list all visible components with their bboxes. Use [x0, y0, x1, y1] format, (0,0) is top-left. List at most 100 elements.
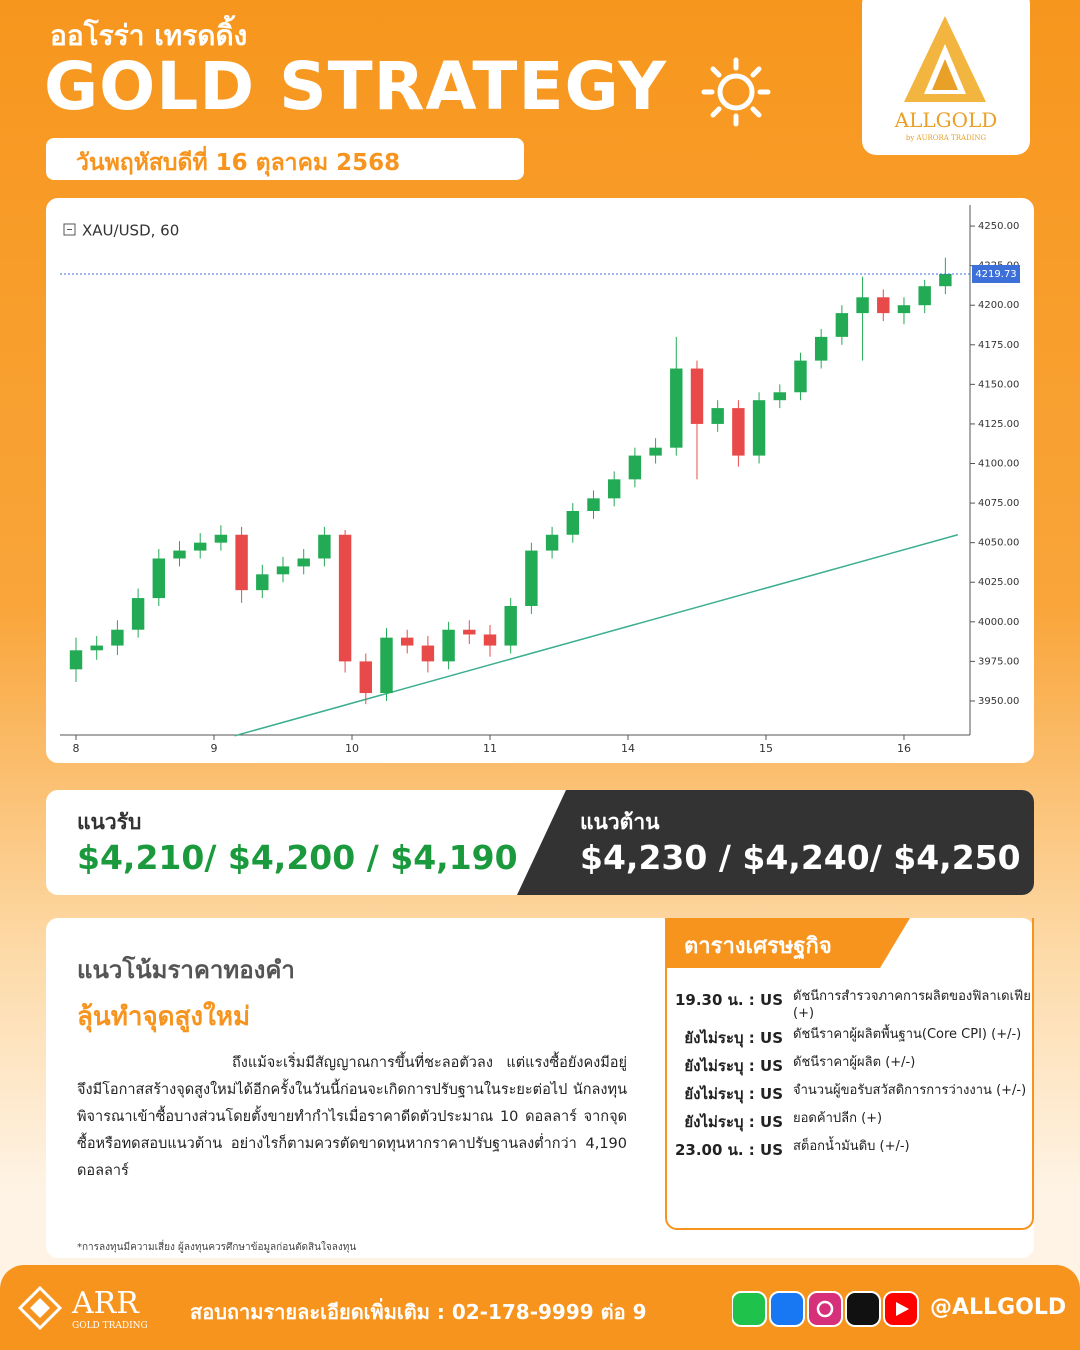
candle-body [69, 650, 83, 670]
candle-body [235, 534, 248, 591]
candle-body [587, 498, 600, 512]
event-text: ดัชนีการสำรวจภาคการผลิตของฟิลาเดเฟีย (+) [793, 989, 1031, 1021]
candle-body [545, 534, 559, 551]
event-time: ยังไม่ระบุ : US [684, 1113, 783, 1131]
y-tick-label: 4250.00 [978, 221, 1019, 232]
outlook-subheading: ลุ้นทำจุดสูงใหม่ [77, 1002, 251, 1032]
x-tick-label: 10 [345, 742, 359, 755]
candle-body [318, 534, 331, 559]
footer-contact: สอบถามรายละเอียดเพิ่มเติม : 02-178-9999 … [190, 1300, 647, 1324]
candle-body [566, 511, 579, 535]
candle-body [152, 558, 166, 599]
support-label: แนวรับ [77, 810, 142, 834]
y-tick-label: 4175.00 [978, 340, 1019, 351]
candle-body [856, 297, 869, 314]
x-tick-label: 9 [211, 742, 218, 755]
event-text: ดัชนีราคาผู้ผลิตพื้นฐาน(Core CPI) (+/-) [793, 1027, 1022, 1042]
x-tick-label: 8 [73, 742, 80, 755]
calendar-event: 19.30 น. : US ดัชนีการสำรวจภาคการผลิตของฟ… [665, 988, 1035, 1022]
calendar-event: ยังไม่ระบุ : US ดัชนีราคาผู้ผลิตพื้นฐาน(C… [665, 1026, 1035, 1050]
date-pill [46, 138, 524, 180]
x-tick-label: 11 [483, 742, 497, 755]
resistance-label: แนวต้าน [580, 810, 660, 834]
candle-body [690, 368, 704, 424]
logo-mark [904, 16, 986, 102]
y-tick-label: 4100.00 [978, 459, 1019, 470]
last-price-label: 4219.73 [975, 269, 1016, 280]
candle-body [814, 336, 828, 361]
candle-body [380, 637, 393, 694]
outlook-body: ถึงแม้จะเริ่มมีสัญญาณการขึ้นที่ชะลอตัวลง… [77, 1055, 627, 1179]
social-icons [732, 1291, 919, 1327]
candle-body [732, 408, 745, 456]
date: วันพฤหัสบดีที่ 16 ตุลาคม 2568 [76, 150, 401, 176]
y-tick-label: 4025.00 [978, 577, 1019, 588]
calendar-event: ยังไม่ระบุ : US ยอดค้าปลีก (+) [665, 1110, 1035, 1134]
candle-body [131, 598, 145, 630]
candle-body [463, 629, 476, 635]
candle-body [835, 313, 849, 337]
last-price-box [972, 264, 1020, 283]
calendar-box [665, 918, 1034, 1230]
chart: XAU/USD, 60 3950.00 3975.00 4000.00 4025.00… [60, 205, 1020, 755]
candle-body [90, 645, 103, 651]
event-time: ยังไม่ระบุ : US [684, 1029, 783, 1047]
event-time: ยังไม่ระบุ : US [684, 1057, 783, 1075]
candle-body [214, 534, 228, 543]
sun-icon [701, 57, 771, 127]
footer-brand-sub: GOLD TRADING [72, 1321, 148, 1331]
x-tick-label: 16 [897, 742, 911, 755]
outlook-heading: แนวโน้มราคาทองคำ [77, 956, 295, 984]
footer-logo-mark [18, 1286, 62, 1330]
candle-body [400, 637, 414, 646]
candle-body [670, 368, 683, 448]
y-tick-label: 3950.00 [978, 696, 1019, 707]
event-time: 19.30 น. : US [674, 991, 783, 1009]
logo-text: ALLGOLD [894, 108, 998, 132]
event-time: 23.00 น. : US [674, 1141, 783, 1159]
candle-body [897, 305, 911, 314]
candle-body [338, 534, 352, 662]
trendline [234, 534, 958, 737]
calendar-tab [665, 918, 910, 968]
levels-bg [517, 790, 1034, 895]
x-tick-label: 15 [759, 742, 773, 755]
outlook-card [46, 918, 1034, 1258]
candle-body [173, 550, 186, 559]
candle-body [442, 629, 455, 662]
candle-body [297, 558, 310, 567]
candle-body [193, 542, 207, 551]
calendar-events: 19.30 น. : US ดัชนีการสำรวจภาคการผลิตของฟ… [665, 988, 1035, 1166]
y-tick-label: 4150.00 [978, 379, 1019, 390]
calendar-event: ยังไม่ระบุ : US ดัชนีราคาผู้ผลิต (+/-) [665, 1054, 1035, 1078]
event-text: สต็อกน้ำมันดิบ (+/-) [793, 1139, 910, 1154]
event-text: ดัชนีราคาผู้ผลิต (+/-) [793, 1055, 916, 1070]
candle-body [752, 400, 766, 456]
candle-body [877, 297, 890, 314]
x-tick-label: 14 [621, 742, 635, 755]
levels-card [46, 790, 1034, 895]
support-values: $4,210/ $4,200 / $4,190 [77, 838, 518, 877]
candle-body [256, 574, 269, 591]
y-tick-label: 4050.00 [978, 538, 1019, 549]
y-tick-label: 4200.00 [978, 300, 1019, 311]
candle-body [276, 566, 290, 575]
footer-brand: ARR [72, 1286, 139, 1321]
calendar-event: 23.00 น. : US สต็อกน้ำมันดิบ (+/-) [665, 1138, 1035, 1162]
candle-body [525, 550, 538, 606]
title: GOLD STRATEGY [44, 48, 668, 125]
candle-body [483, 634, 497, 646]
candle-body [421, 645, 435, 662]
logo-sub: by AURORA TRADING [905, 134, 987, 142]
symbol-label: XAU/USD, 60 [82, 222, 179, 240]
candle-body [918, 286, 931, 306]
event-text: จำนวนผู้ขอรับสวัสดิการการว่างงาน (+/-) [793, 1083, 1027, 1098]
footer-handle: @ALLGOLD [930, 1295, 1067, 1320]
candle-body [359, 661, 373, 694]
candle-body [628, 455, 642, 480]
calendar-title: ตารางเศรษฐกิจ [684, 934, 832, 959]
candle-body [649, 447, 662, 456]
candle-body [504, 605, 517, 646]
symbol-icon [63, 223, 76, 236]
